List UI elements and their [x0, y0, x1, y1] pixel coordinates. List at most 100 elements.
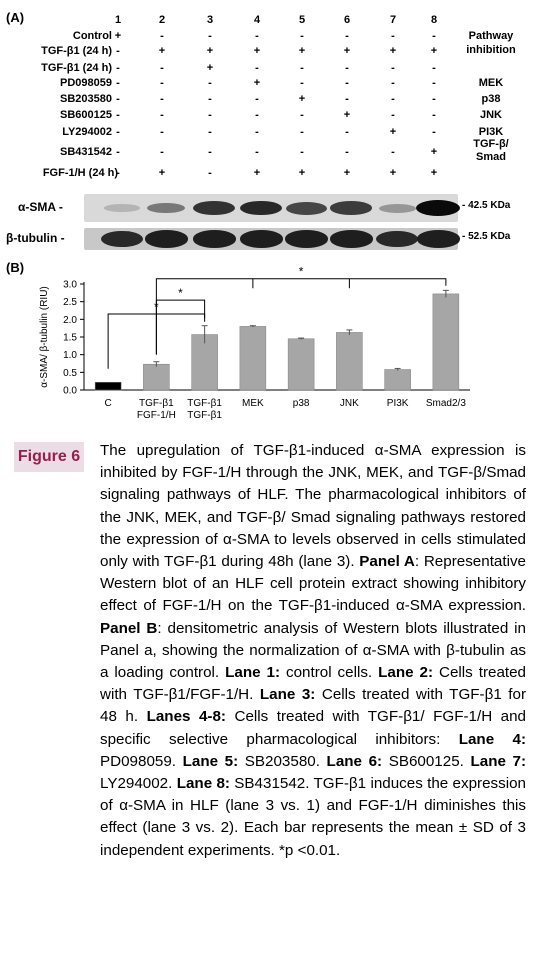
treatment-sign: - [432, 30, 436, 42]
pathway-inhibition-label: JNK [479, 109, 502, 121]
treatment-sign: - [160, 93, 164, 105]
x-tick-label: p38 [293, 398, 310, 409]
treatment-sign: + [253, 45, 261, 57]
blot-band [104, 204, 140, 212]
x-tick-label: C [105, 398, 112, 409]
caption-run: Cells treated with TGF-β1 for 48 h. [100, 686, 527, 726]
treatment-sign: - [391, 77, 395, 89]
blot-band [329, 230, 373, 248]
treatment-sign: + [298, 45, 306, 57]
blot-band [416, 200, 460, 216]
treatment-sign: + [206, 62, 214, 74]
blot-band [285, 201, 327, 215]
treatment-sign: + [158, 45, 166, 57]
treatment-sign: - [255, 126, 259, 138]
blot-strip [84, 194, 460, 222]
treatment-sign: + [253, 167, 261, 179]
panel-a-label: (A) [6, 10, 25, 25]
x-tick-label: FGF-1/H [137, 410, 176, 421]
treatment-label: Control [72, 30, 112, 42]
caption-bold-term: Lane 2: [378, 664, 434, 682]
blot-band [192, 230, 236, 248]
treatment-sign: - [345, 126, 349, 138]
blot-band [330, 201, 372, 215]
treatment-sign: + [343, 167, 351, 179]
blot-band [193, 201, 235, 215]
panel-b-bar-chart: (B) α-SMA/ β-tubulin (RIU) 0.0 0.5 1.0 1.5 2.0… [6, 260, 470, 421]
caption-bold-term: Lane 7: [470, 752, 527, 770]
caption-run: SB431542. TGF-β1 induces the expression … [100, 775, 527, 859]
treatment-sign: - [345, 146, 349, 158]
pathway-header: Pathway [468, 30, 514, 42]
treatment-sign: + [389, 167, 397, 179]
treatment-sign: - [116, 109, 120, 121]
treatment-sign: - [116, 77, 120, 89]
blot-label: β-tubulin - [6, 231, 65, 245]
treatment-sign: - [391, 30, 395, 42]
caption-run: SB203580. [238, 752, 327, 770]
lane-number: 5 [298, 14, 306, 26]
bar [191, 334, 218, 391]
treatment-sign: - [391, 146, 395, 158]
treatment-sign: - [300, 126, 304, 138]
treatment-sign: - [160, 62, 164, 74]
treatment-sign: - [160, 77, 164, 89]
pathway-inhibition-label: Smad [476, 151, 506, 163]
significance-marker: * [178, 286, 183, 300]
significance-marker: * [299, 265, 304, 279]
significance-bracket [155, 278, 447, 355]
treatment-sign: - [432, 126, 436, 138]
caption-bold-term: Panel A [359, 553, 415, 571]
caption-run: : Representative Western blot of an HLF … [100, 553, 526, 615]
treatment-sign: - [255, 93, 259, 105]
molecular-weight-label: - 42.5 KDa [462, 200, 511, 211]
blot-band [239, 230, 283, 248]
treatment-sign: + [343, 45, 351, 57]
treatment-sign: + [206, 45, 214, 57]
treatment-label: TGF-β1 (24 h) [41, 45, 112, 57]
treatment-sign: - [116, 146, 120, 158]
treatment-sign: - [300, 77, 304, 89]
pathway-inhibition-label: TGF-β/ [473, 138, 509, 150]
treatment-sign: - [116, 45, 120, 57]
lane-number: 1 [114, 14, 122, 26]
y-tick-label: 2.5 [63, 297, 77, 308]
treatment-label: SB600125 [60, 109, 112, 121]
blot-band [100, 230, 144, 248]
treatment-sign: + [430, 167, 438, 179]
blot-band [284, 230, 328, 248]
bar [384, 369, 411, 391]
treatment-sign: - [116, 126, 120, 138]
caption-bold-term: Lane 6: [326, 752, 383, 770]
caption-bold-term: Lanes 4-8: [146, 708, 226, 726]
treatment-sign: + [253, 77, 261, 89]
blot-band [375, 230, 419, 248]
treatment-sign: - [255, 62, 259, 74]
caption-run: SB600125. [382, 752, 471, 770]
treatment-sign: + [114, 30, 122, 42]
y-tick-label: 0.0 [63, 386, 77, 397]
blot-band [416, 230, 460, 248]
treatment-sign: - [255, 30, 259, 42]
caption-bold-term: Panel B [100, 619, 158, 637]
caption-run: control cells. [280, 664, 379, 682]
bar [336, 332, 363, 391]
treatment-sign: - [160, 109, 164, 121]
treatment-sign: - [391, 109, 395, 121]
treatment-sign: - [391, 93, 395, 105]
treatment-sign: - [345, 77, 349, 89]
treatment-sign: - [255, 109, 259, 121]
y-tick-label: 0.5 [63, 368, 77, 379]
treatment-sign: - [160, 30, 164, 42]
treatment-sign: - [345, 93, 349, 105]
bar [239, 326, 267, 391]
treatment-sign: + [389, 45, 397, 57]
treatment-sign: - [345, 30, 349, 42]
bar [432, 293, 460, 391]
treatment-sign: - [208, 77, 212, 89]
bar [287, 338, 315, 391]
caption-bold-term: Lane 1: [225, 664, 281, 682]
caption-run: Cells treated with TGF-β1/FGF-1/H. [100, 664, 527, 704]
treatment-label: PD098059 [60, 77, 112, 89]
blot-band [146, 202, 186, 214]
